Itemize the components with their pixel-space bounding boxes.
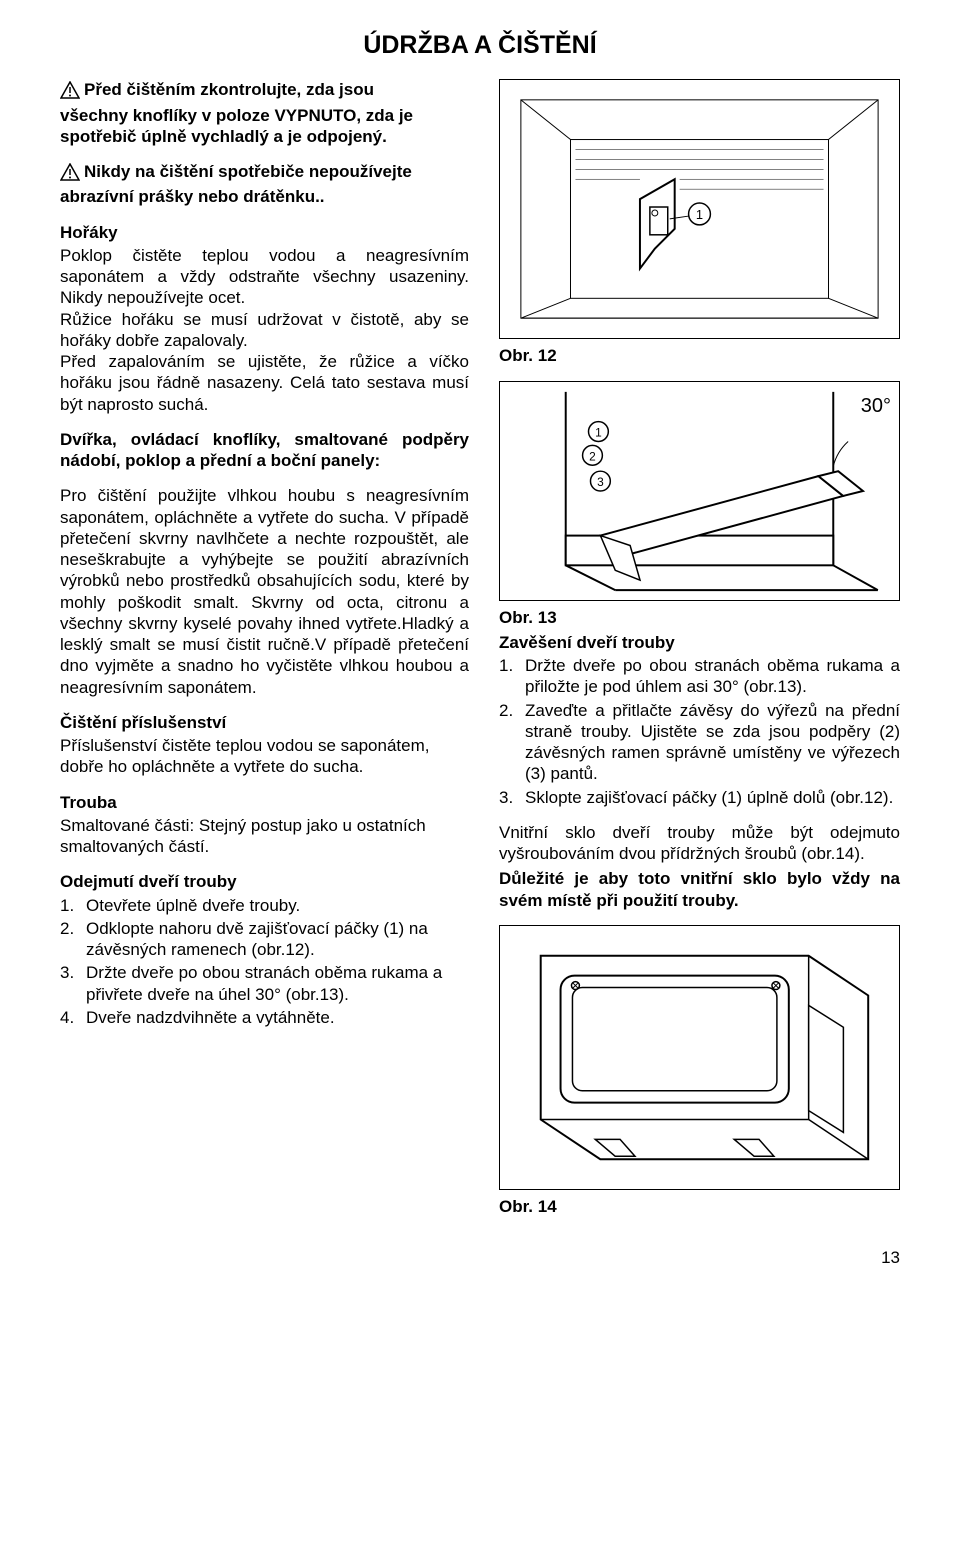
warning-2-line-a: Nikdy na čištění spotřebiče nepoužívejte: [84, 161, 412, 182]
body-horaky: Poklop čistěte teplou vodou a neagresívn…: [60, 245, 469, 415]
list-item: 3.Držte dveře po obou stranách oběma ruk…: [60, 962, 469, 1005]
figure-14: [499, 925, 900, 1190]
figure-12-label: Obr. 12: [499, 345, 900, 366]
figure-14-svg: [500, 926, 899, 1189]
warning-icon: [60, 163, 80, 181]
figure-12-svg: 1: [500, 80, 899, 338]
glass-text-2: Důležité je aby toto vnitřní sklo bylo v…: [499, 868, 900, 911]
list-item: 2.Zaveďte a přitlačte závěsy do výřezů n…: [499, 700, 900, 785]
list-item: 4.Dveře nadzdvihněte a vytáhněte.: [60, 1007, 469, 1028]
heading-zaveseni: Zavěšení dveří trouby: [499, 632, 900, 653]
warning-2-line-b: abrazívní prášky nebo drátěnku..: [60, 187, 325, 206]
figure-12: 1: [499, 79, 900, 339]
two-column-layout: Před čištěním zkontrolujte, zda jsou vše…: [60, 79, 900, 1217]
warning-1: Před čištěním zkontrolujte, zda jsou vše…: [60, 79, 469, 147]
warning-icon: [60, 81, 80, 99]
heading-trouba: Trouba: [60, 792, 469, 813]
heading-horaky: Hořáky: [60, 222, 469, 243]
figure-13: 30° 1 2 3: [499, 381, 900, 601]
figure-13-angle: 30°: [861, 394, 891, 419]
heading-odejmuti: Odejmutí dveří trouby: [60, 871, 469, 892]
left-column: Před čištěním zkontrolujte, zda jsou vše…: [60, 79, 469, 1217]
heading-dvirka: Dvířka, ovládací knoflíky, smaltované po…: [60, 429, 469, 472]
list-item: 1.Otevřete úplně dveře trouby.: [60, 895, 469, 916]
svg-text:1: 1: [595, 425, 602, 439]
page-number: 13: [60, 1247, 900, 1268]
figure-13-svg: 1 2 3: [500, 382, 899, 600]
warning-1-line-a: Před čištěním zkontrolujte, zda jsou: [84, 79, 374, 100]
page-title: ÚDRŽBA A ČIŠTĚNÍ: [60, 30, 900, 61]
warning-1-line-b: všechny knoflíky v poloze VYPNUTO, zda j…: [60, 106, 413, 146]
figure-13-label: Obr. 13: [499, 607, 900, 628]
svg-text:1: 1: [696, 207, 703, 222]
body-cisteni: Příslušenství čistěte teplou vodou se sa…: [60, 735, 469, 778]
list-zaveseni: 1.Držte dveře po obou stranách oběma ruk…: [499, 655, 900, 808]
heading-cisteni: Čištění příslušenství: [60, 712, 469, 733]
body-dvirka: Pro čištění použijte vlhkou houbu s neag…: [60, 485, 469, 698]
figure-14-label: Obr. 14: [499, 1196, 900, 1217]
glass-text-1: Vnitřní sklo dveří trouby může být odejm…: [499, 822, 900, 865]
right-column: 1 Obr. 12 30°: [499, 79, 900, 1217]
svg-text:3: 3: [597, 475, 604, 489]
svg-text:2: 2: [589, 449, 596, 463]
list-item: 1.Držte dveře po obou stranách oběma ruk…: [499, 655, 900, 698]
list-odejmuti: 1.Otevřete úplně dveře trouby. 2.Odklopt…: [60, 895, 469, 1029]
list-item: 3.Sklopte zajišťovací páčky (1) úplně do…: [499, 787, 900, 808]
list-item: 2.Odklopte nahoru dvě zajišťovací páčky …: [60, 918, 469, 961]
warning-2: Nikdy na čištění spotřebiče nepoužívejte…: [60, 161, 469, 208]
body-trouba: Smaltované části: Stejný postup jako u o…: [60, 815, 469, 858]
